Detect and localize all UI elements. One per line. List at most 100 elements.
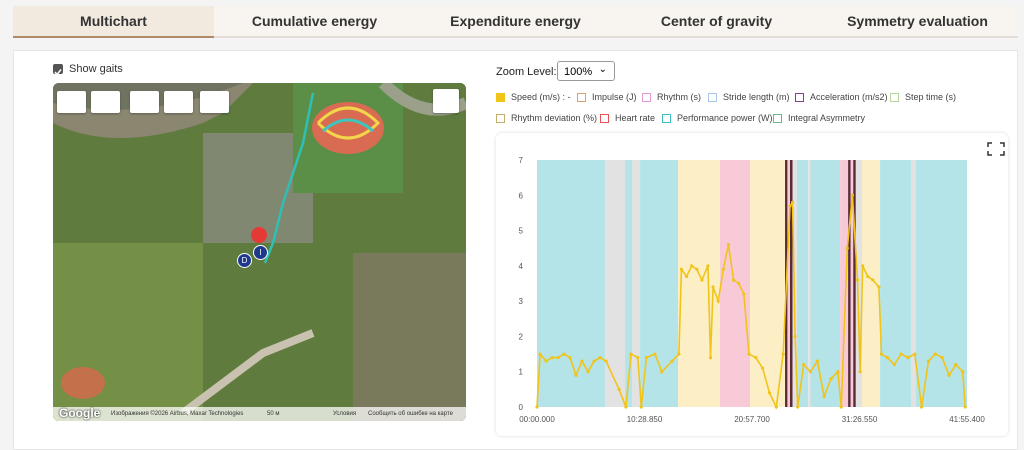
x-tick-label: 20:57.700 (734, 415, 770, 424)
data-point (947, 373, 951, 377)
visibility-button[interactable] (200, 91, 229, 113)
legend-label: Speed (m/s) : - (511, 92, 571, 102)
data-point (858, 370, 862, 374)
x-tick-label: 31:26.550 (842, 415, 878, 424)
legend-item[interactable]: Performance power (W) (662, 113, 773, 123)
legend-swatch (662, 113, 671, 123)
legend-swatch (496, 113, 505, 123)
data-point (690, 264, 694, 268)
legend-label: Performance power (W) (677, 113, 773, 123)
marker-i[interactable]: I (253, 245, 268, 260)
data-point (677, 352, 681, 356)
tab[interactable]: Expenditure energy (415, 6, 616, 38)
data-point (866, 274, 870, 279)
checkbox[interactable] (53, 64, 63, 76)
data-point (961, 370, 965, 374)
map-terms[interactable]: Условия (333, 411, 357, 417)
chart: 0 1 2 3 4 5 6 7 00:00.000 10:28.850 20:57.700 31:26… (519, 142, 1005, 424)
data-point (653, 352, 657, 356)
data-point (754, 356, 758, 360)
data-point (761, 366, 765, 370)
tab[interactable]: Cumulative energy (214, 6, 415, 38)
data-point (708, 356, 713, 360)
data-point (660, 370, 664, 374)
data-point (850, 193, 854, 197)
background-band (605, 160, 626, 407)
data-point (822, 394, 826, 399)
data-point (788, 204, 792, 208)
data-point (586, 370, 590, 374)
background-band (797, 160, 809, 407)
y-tick-label: 4 (519, 262, 524, 271)
data-point (808, 370, 813, 374)
legend-label: Integral Asymmetry (788, 113, 866, 123)
data-point (963, 405, 967, 409)
data-point (726, 243, 731, 247)
redo-button[interactable] (91, 91, 120, 113)
background-band (855, 160, 862, 407)
zoom-select[interactable]: 100% ⌄ (557, 61, 615, 81)
legend-label: Impulse (J) (592, 92, 637, 102)
data-point (793, 334, 797, 339)
map-fullscreen-button[interactable] (433, 89, 459, 113)
data-point (574, 373, 578, 377)
x-tick-label: 41:55.400 (949, 415, 985, 424)
chart-fullscreen-button[interactable] (987, 142, 1005, 156)
undo-button[interactable] (57, 91, 86, 113)
data-point (815, 359, 819, 363)
data-point (879, 352, 884, 356)
data-point (670, 359, 674, 363)
data-point (836, 370, 840, 374)
tab[interactable]: Multichart (13, 6, 214, 38)
legend-item[interactable]: Rhythm deviation (%) (496, 113, 597, 123)
google-logo: Google (59, 406, 101, 420)
legend-label: Stride length (m) (723, 92, 790, 102)
marker-d[interactable]: D (237, 253, 252, 268)
legend-item[interactable]: Acceleration (m/s2) (795, 92, 888, 102)
legend-item[interactable]: Impulse (J) (577, 92, 637, 102)
legend-swatch (890, 92, 899, 102)
data-point (604, 359, 608, 363)
zoom-in-button[interactable] (130, 91, 159, 113)
map-report[interactable]: Сообщить об ошибке на карте (368, 411, 453, 417)
legend-label: Rhythm deviation (%) (511, 113, 598, 123)
data-point (871, 278, 875, 282)
data-point (644, 356, 649, 360)
data-point (562, 352, 566, 356)
data-point (568, 356, 572, 360)
y-tick-label: 6 (519, 191, 524, 200)
legend-item[interactable]: Integral Asymmetry (773, 113, 865, 123)
data-point (617, 387, 621, 391)
data-point (592, 359, 596, 363)
legend-item[interactable]: Speed (m/s) : - (496, 92, 571, 102)
zoom-out-button[interactable] (164, 91, 193, 113)
data-point (899, 352, 903, 356)
tab[interactable]: Center of gravity (616, 6, 817, 38)
legend-swatch (795, 92, 804, 102)
data-point (839, 405, 843, 409)
data-point (906, 356, 910, 360)
legend-label: Heart rate (615, 113, 656, 123)
tab[interactable]: Symmetry evaluation (817, 6, 1018, 38)
y-tick-label: 7 (519, 156, 524, 165)
y-tick-label: 2 (519, 332, 524, 341)
legend-item[interactable]: Rhythm (s) (642, 92, 701, 102)
data-point (721, 267, 725, 271)
data-point (954, 363, 958, 367)
data-point (913, 352, 917, 356)
legend-item[interactable]: Heart rate (600, 113, 655, 123)
data-point (742, 292, 746, 296)
show-gaits-label[interactable]: Show gaits (69, 63, 123, 75)
background-band (787, 160, 791, 407)
data-point (629, 352, 633, 356)
background-band (632, 160, 641, 407)
data-point (700, 278, 704, 282)
background-band (915, 160, 967, 407)
legend-item[interactable]: Step time (s) (890, 92, 956, 102)
y-tick-label: 1 (519, 368, 524, 377)
legend-label: Acceleration (m/s2) (810, 92, 888, 102)
map[interactable]: D I Google Изображения ©2026 Airbus, Max… (53, 83, 466, 421)
data-point (639, 405, 643, 409)
legend-item[interactable]: Stride length (m) (708, 92, 790, 102)
